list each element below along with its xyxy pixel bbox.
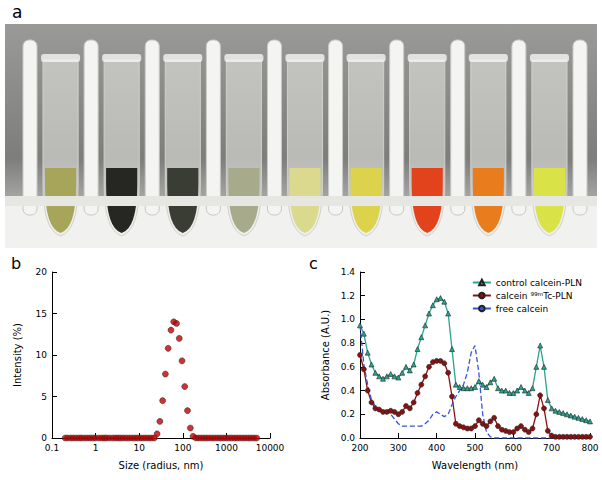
svg-text:20: 20 [36,267,48,277]
svg-text:1.2: 1.2 [341,291,355,301]
svg-text:0.6: 0.6 [341,362,356,372]
svg-text:700: 700 [543,443,560,453]
svg-text:0.8: 0.8 [341,338,356,348]
svg-text:800: 800 [581,443,598,453]
svg-text:Size (radius, nm): Size (radius, nm) [119,460,204,471]
svg-text:5: 5 [41,392,47,402]
svg-text:1: 1 [93,443,99,453]
svg-text:calcein ⁹⁹ᵐTc-PLN: calcein ⁹⁹ᵐTc-PLN [496,291,573,301]
svg-text:10000: 10000 [256,443,285,453]
svg-text:control calcein-PLN: control calcein-PLN [496,278,582,288]
svg-text:b: b [11,254,21,273]
svg-text:1.4: 1.4 [341,267,356,277]
svg-text:100: 100 [174,443,191,453]
svg-text:300: 300 [390,443,407,453]
svg-text:0.2: 0.2 [341,409,355,419]
svg-text:Wavelength (nm): Wavelength (nm) [432,460,518,471]
svg-text:0.4: 0.4 [341,386,356,396]
svg-text:Absorbance (A.U.): Absorbance (A.U.) [320,310,331,401]
svg-text:400: 400 [428,443,445,453]
svg-text:200: 200 [351,443,368,453]
svg-text:10: 10 [36,350,48,360]
svg-text:10: 10 [133,443,145,453]
svg-text:0.1: 0.1 [45,443,59,453]
svg-text:1.0: 1.0 [341,314,356,324]
svg-text:600: 600 [505,443,522,453]
svg-text:500: 500 [466,443,483,453]
svg-text:1000: 1000 [215,443,238,453]
svg-text:c: c [309,254,318,273]
svg-text:Intensity (%): Intensity (%) [12,323,23,387]
svg-text:0.0: 0.0 [341,433,356,443]
svg-text:0: 0 [41,433,47,443]
svg-text:15: 15 [36,309,47,319]
svg-text:a: a [12,2,22,22]
svg-text:free calcein: free calcein [496,304,548,314]
